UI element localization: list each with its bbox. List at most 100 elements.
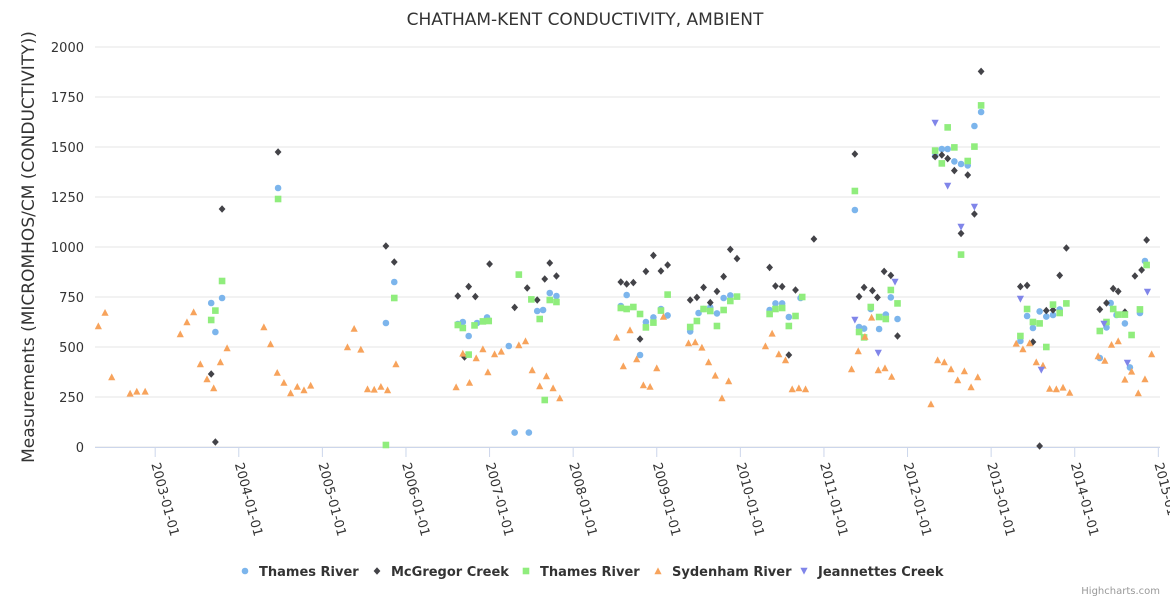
data-point[interactable]: [382, 441, 390, 449]
data-point[interactable]: [642, 267, 650, 276]
legend-item-3[interactable]: Sydenham River: [654, 565, 792, 580]
data-point[interactable]: [1143, 261, 1150, 269]
data-point[interactable]: [472, 354, 480, 362]
data-point[interactable]: [854, 347, 862, 355]
data-point[interactable]: [977, 108, 985, 116]
data-point[interactable]: [212, 328, 219, 336]
data-point[interactable]: [950, 166, 958, 175]
data-point[interactable]: [1049, 311, 1057, 319]
data-point[interactable]: [887, 271, 895, 280]
data-point[interactable]: [772, 282, 779, 290]
data-point[interactable]: [211, 438, 219, 446]
data-point[interactable]: [546, 289, 554, 297]
data-point[interactable]: [490, 350, 499, 358]
data-point[interactable]: [484, 368, 492, 376]
data-point[interactable]: [623, 280, 631, 288]
data-point[interactable]: [798, 293, 806, 301]
data-point[interactable]: [392, 360, 400, 368]
data-point[interactable]: [536, 315, 544, 323]
data-point[interactable]: [650, 251, 657, 260]
data-point[interactable]: [691, 338, 699, 346]
data-point[interactable]: [465, 379, 474, 386]
data-point[interactable]: [1037, 366, 1045, 374]
data-point[interactable]: [711, 371, 719, 379]
data-point[interactable]: [196, 360, 204, 368]
data-point[interactable]: [653, 364, 661, 372]
data-point[interactable]: [1094, 352, 1102, 360]
data-point[interactable]: [944, 182, 952, 190]
data-point[interactable]: [280, 379, 288, 386]
data-point[interactable]: [486, 260, 493, 268]
data-point[interactable]: [1101, 357, 1109, 364]
data-point[interactable]: [629, 278, 637, 287]
data-point[interactable]: [706, 298, 714, 307]
data-point[interactable]: [772, 300, 779, 307]
data-point[interactable]: [307, 381, 315, 389]
data-point[interactable]: [619, 362, 627, 370]
data-point[interactable]: [880, 267, 888, 276]
data-point[interactable]: [1107, 341, 1116, 348]
data-point[interactable]: [94, 322, 102, 330]
data-point[interactable]: [1059, 383, 1067, 391]
data-point[interactable]: [465, 351, 472, 358]
data-point[interactable]: [931, 119, 939, 127]
data-point[interactable]: [875, 313, 883, 321]
data-point[interactable]: [686, 323, 694, 331]
data-point[interactable]: [1019, 345, 1027, 353]
data-point[interactable]: [382, 242, 390, 250]
data-point[interactable]: [223, 344, 231, 352]
data-point[interactable]: [101, 309, 109, 316]
data-point[interactable]: [971, 143, 978, 150]
data-point[interactable]: [867, 303, 875, 311]
data-point[interactable]: [212, 307, 219, 314]
data-point[interactable]: [357, 345, 365, 353]
data-point[interactable]: [944, 124, 951, 131]
data-point[interactable]: [465, 282, 473, 291]
data-point[interactable]: [891, 278, 899, 286]
data-point[interactable]: [1032, 358, 1040, 366]
data-point[interactable]: [133, 387, 141, 395]
legend-item-1[interactable]: McGregor Creek: [373, 565, 510, 580]
data-point[interactable]: [190, 308, 198, 316]
data-point[interactable]: [888, 373, 896, 380]
data-point[interactable]: [957, 251, 965, 258]
legend-item-2[interactable]: Thames River: [522, 565, 641, 580]
data-point[interactable]: [1136, 306, 1144, 313]
data-point[interactable]: [623, 305, 630, 313]
data-point[interactable]: [363, 385, 372, 393]
data-point[interactable]: [383, 386, 392, 394]
data-point[interactable]: [860, 283, 868, 292]
data-point[interactable]: [546, 296, 554, 304]
data-point[interactable]: [459, 349, 467, 357]
data-point[interactable]: [957, 229, 965, 238]
data-point[interactable]: [1049, 301, 1057, 308]
credits-link[interactable]: Highcharts.com: [1081, 586, 1160, 597]
data-point[interactable]: [465, 332, 472, 340]
data-point[interactable]: [108, 373, 116, 381]
data-point[interactable]: [792, 312, 799, 320]
data-point[interactable]: [894, 315, 901, 323]
data-point[interactable]: [1029, 318, 1037, 326]
data-point[interactable]: [954, 376, 962, 384]
data-point[interactable]: [772, 305, 779, 313]
data-point[interactable]: [343, 343, 352, 351]
data-point[interactable]: [1121, 311, 1129, 318]
data-point[interactable]: [1036, 308, 1043, 315]
data-point[interactable]: [659, 313, 668, 320]
data-point[interactable]: [951, 144, 958, 151]
data-point[interactable]: [1096, 327, 1104, 335]
data-point[interactable]: [1121, 320, 1129, 327]
data-point[interactable]: [511, 429, 518, 436]
data-point[interactable]: [287, 389, 295, 397]
data-point[interactable]: [523, 284, 531, 292]
data-point[interactable]: [639, 381, 647, 389]
data-point[interactable]: [528, 296, 535, 303]
data-point[interactable]: [539, 306, 547, 314]
data-point[interactable]: [700, 283, 707, 292]
data-point[interactable]: [1016, 282, 1024, 291]
data-point[interactable]: [927, 400, 935, 408]
data-point[interactable]: [1114, 311, 1122, 318]
data-point[interactable]: [881, 364, 889, 372]
data-point[interactable]: [934, 356, 942, 364]
data-point[interactable]: [894, 332, 901, 340]
